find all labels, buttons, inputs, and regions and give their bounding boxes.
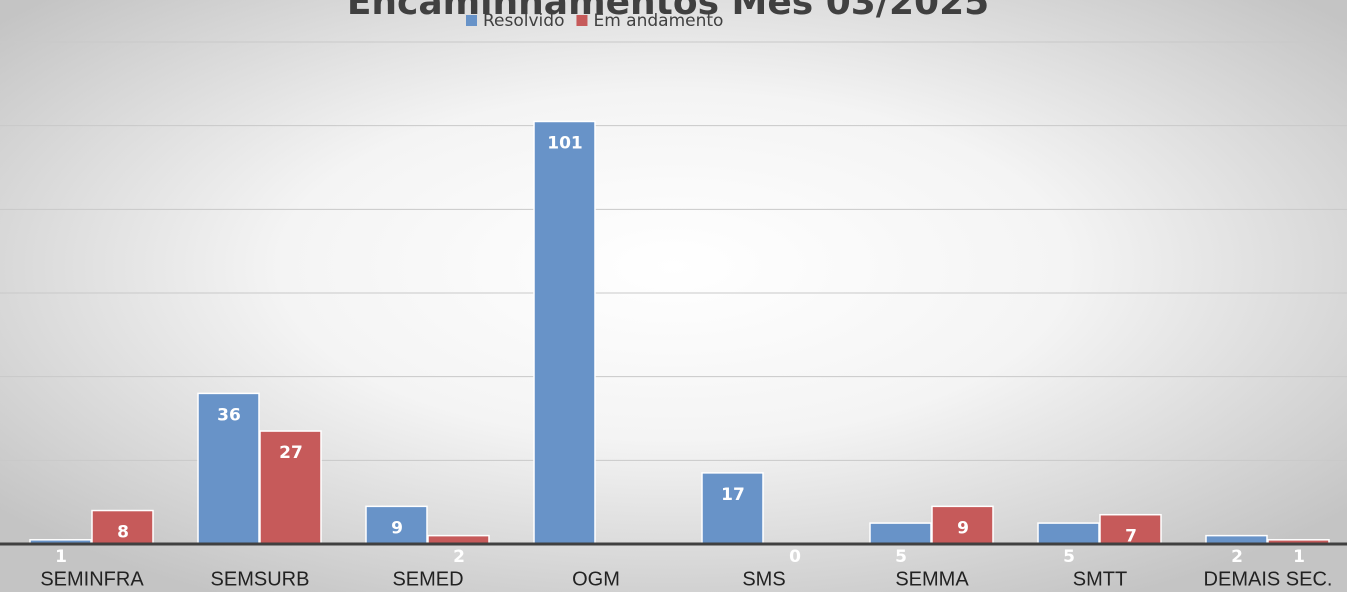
- value-label: 1: [55, 547, 67, 567]
- value-label: 0: [789, 547, 801, 567]
- chart-title: Encaminhamentos Mês 03/2025: [347, 0, 989, 23]
- value-label: 9: [391, 518, 403, 538]
- x-tick-label: DEMAIS SEC.: [1204, 568, 1333, 590]
- value-label: 5: [1063, 547, 1075, 567]
- value-label: 9: [957, 518, 969, 538]
- bar: [1037, 522, 1100, 545]
- value-label: 36: [217, 405, 241, 425]
- x-tick-label: SEMMA: [895, 568, 969, 590]
- x-tick-label: SMTT: [1073, 568, 1127, 590]
- bar: [533, 120, 596, 545]
- value-label: 8: [117, 523, 129, 543]
- x-tick-label: OGM: [572, 568, 620, 590]
- value-label: 27: [279, 443, 303, 463]
- legend-label: Em andamento: [593, 11, 723, 31]
- value-label: 5: [895, 547, 907, 567]
- value-label: 101: [547, 133, 583, 153]
- bar: [869, 522, 932, 545]
- value-label: 1: [1293, 547, 1305, 567]
- x-tick-label: SMS: [742, 568, 785, 590]
- bar: [701, 472, 764, 545]
- value-label: 7: [1125, 527, 1137, 547]
- x-tick-label: SEMED: [392, 568, 463, 590]
- value-label: 2: [1231, 547, 1243, 567]
- x-tick-label: SEMINFRA: [40, 568, 144, 590]
- x-tick-label: SEMSURB: [211, 568, 310, 590]
- value-label: 17: [721, 485, 745, 505]
- legend-label: Resolvido: [483, 11, 564, 31]
- value-label: 2: [453, 547, 465, 567]
- legend-swatch: [466, 15, 477, 26]
- legend-swatch: [576, 15, 588, 26]
